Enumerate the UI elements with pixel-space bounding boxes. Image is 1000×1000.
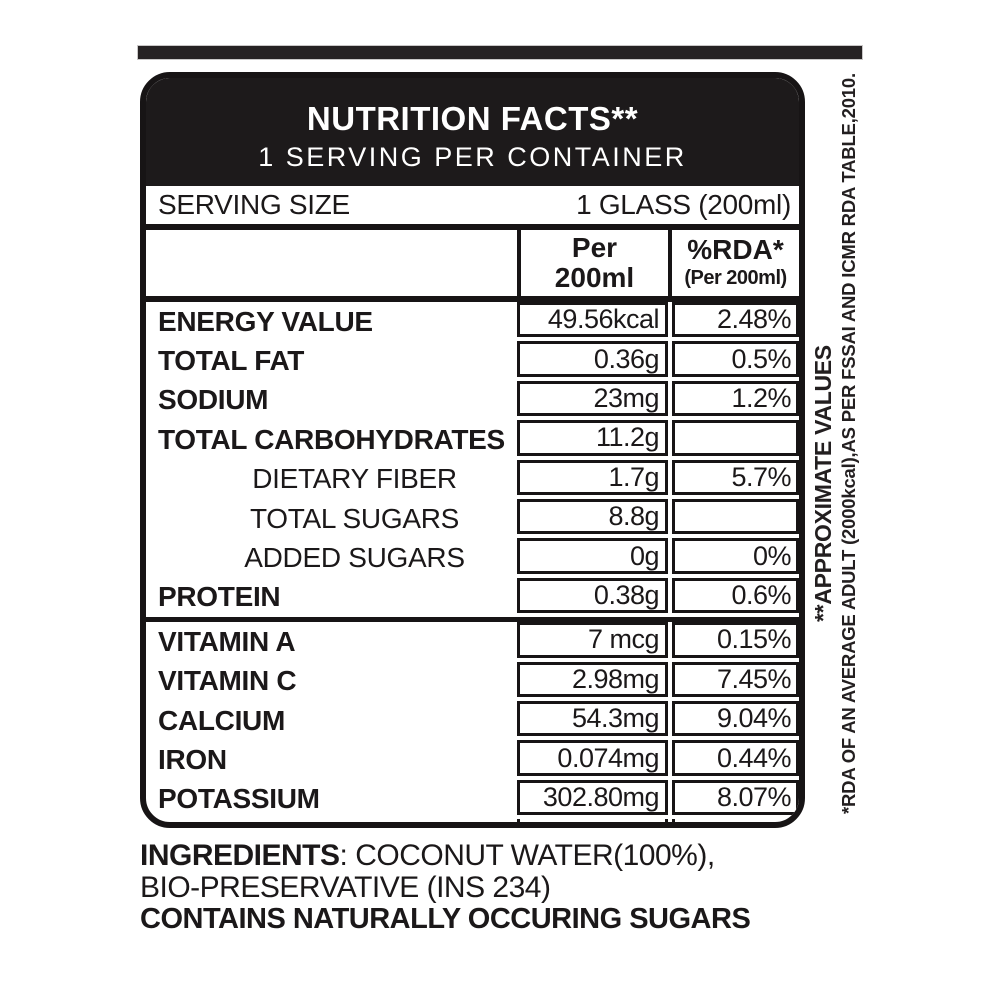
section-divider [146, 617, 799, 623]
ingredients-line-1: INGREDIENTS: COCONUT WATER(100%), [140, 840, 860, 872]
value-per-200ml: 1.7g [517, 459, 668, 495]
rda-percent: 9.04% [672, 700, 799, 737]
nutrient-label: TOTAL SUGARS [249, 502, 460, 534]
value-per-200ml: 11.2g [517, 420, 668, 456]
rda-percent [672, 420, 799, 456]
nutrient-label: CALCIUM [158, 704, 285, 736]
rda-percent: 0.44% [672, 740, 799, 776]
column-header-spacer [146, 230, 517, 296]
divider [146, 296, 799, 302]
nutrient-label: SODIUM [158, 384, 269, 416]
value-per-200ml: 23mg [517, 380, 668, 417]
nutrient-label: VITAMIN C [158, 665, 297, 697]
panel-title: NUTRITION FACTS** [306, 100, 639, 137]
value-per-200ml: 0.36g [517, 341, 668, 377]
divider [146, 224, 799, 230]
nutrient-row-total-sugars: TOTAL SUGARS 8.8g [146, 498, 799, 538]
value-per-200ml: 49.56kcal [517, 302, 668, 338]
panel-header: NUTRITION FACTS** 1 SERVING PER CONTAINE… [146, 78, 799, 186]
top-accent-bar [137, 45, 863, 60]
nutrient-label: IRON [158, 743, 227, 775]
nutrient-label: TOTAL CARBOHYDRATES [158, 423, 505, 455]
value-per-200ml: 8.8g [517, 498, 668, 535]
footnote-approximate: **APPROXIMATE VALUES [810, 345, 836, 622]
column-header-rda: %RDA* (Per 200ml) [668, 230, 799, 296]
ingredients-block: INGREDIENTS: COCONUT WATER(100%), BIO-PR… [140, 840, 860, 936]
nutrient-row-vitamin-a: VITAMIN A 7 mcg 0.15% [146, 622, 799, 661]
rda-percent [672, 498, 799, 535]
nutrient-label: PROTEIN [158, 581, 281, 613]
rda-percent: 1.2% [672, 380, 799, 417]
ingredients-label: INGREDIENTS [140, 839, 340, 872]
nutrient-label: POTASSIUM [158, 783, 320, 815]
per-label-line2: 200ml [554, 262, 635, 293]
column-header-row: Per 200ml %RDA* (Per 200ml) [146, 230, 799, 296]
rda-label-line1: %RDA* [687, 234, 784, 265]
nutrient-row-energy: ENERGY VALUE 49.56kcal 2.48% [146, 302, 799, 341]
value-per-200ml: 302.80mg [517, 779, 668, 816]
nutrient-label: ENERGY VALUE [158, 305, 373, 337]
rda-percent: 8.07% [672, 779, 799, 816]
panel-subtitle: 1 SERVING PER CONTAINER [258, 142, 687, 172]
nutrient-row-iron: IRON 0.074mg 0.44% [146, 740, 799, 779]
rda-percent: 0.5% [672, 341, 799, 377]
rda-percent: 0% [672, 538, 799, 574]
rda-percent: 5.7% [672, 459, 799, 495]
nutrient-table-body: ENERGY VALUE 49.56kcal 2.48% TOTAL FAT 0… [146, 302, 799, 822]
nutrient-row-potassium: POTASSIUM 302.80mg 8.07% [146, 779, 799, 819]
serving-size-row: SERVING SIZE 1 GLASS (200ml) [146, 186, 799, 224]
rda-percent: 0.15% [672, 622, 799, 658]
nutrient-row-protein: PROTEIN 0.38g 0.6% [146, 577, 799, 617]
serving-size-value: 1 GLASS (200ml) [576, 189, 791, 220]
value-per-200ml: 0.38g [517, 577, 668, 614]
serving-size-label: SERVING SIZE [158, 189, 350, 220]
ingredients-line-3: CONTAINS NATURALLY OCCURING SUGARS [140, 903, 751, 935]
nutrient-label: VITAMIN A [158, 625, 296, 657]
table-bottom-filler [146, 819, 799, 822]
nutrient-row-dietary-fiber: DIETARY FIBER 1.7g 5.7% [146, 459, 799, 499]
value-per-200ml: 7 mcg [517, 622, 668, 658]
nutrient-label: ADDED SUGARS [244, 542, 465, 574]
value-per-200ml: 2.98mg [517, 661, 668, 697]
footnote-rda: *RDA OF AN AVERAGE ADULT (2000kcal),AS P… [838, 73, 859, 814]
rda-percent: 7.45% [672, 661, 799, 697]
value-per-200ml: 0.074mg [517, 740, 668, 776]
nutrient-row-total-fat: TOTAL FAT 0.36g 0.5% [146, 341, 799, 380]
rda-percent: 0.6% [672, 577, 799, 614]
nutrition-facts-panel: NUTRITION FACTS** 1 SERVING PER CONTAINE… [140, 72, 805, 828]
rda-label-line2: (Per 200ml) [684, 267, 787, 289]
value-per-200ml: 0g [517, 538, 668, 574]
nutrient-row-vitamin-c: VITAMIN C 2.98mg 7.45% [146, 661, 799, 701]
nutrient-row-total-carbohydrates: TOTAL CARBOHYDRATES 11.2g [146, 420, 799, 459]
per-label-line1: Per [571, 232, 618, 263]
ingredients-line-1-rest: : COCONUT WATER(100%), [339, 839, 716, 872]
value-per-200ml: 54.3mg [517, 700, 668, 737]
nutrient-row-calcium: CALCIUM 54.3mg 9.04% [146, 700, 799, 740]
nutrient-label: DIETARY FIBER [252, 463, 457, 495]
ingredients-line-2: BIO-PRESERVATIVE (INS 234) [140, 871, 551, 904]
rda-percent: 2.48% [672, 302, 799, 338]
nutrient-row-added-sugars: ADDED SUGARS 0g 0% [146, 538, 799, 577]
nutrient-row-sodium: SODIUM 23mg 1.2% [146, 380, 799, 420]
nutrient-label: TOTAL FAT [158, 345, 305, 377]
column-header-per-200ml: Per 200ml [517, 230, 668, 296]
